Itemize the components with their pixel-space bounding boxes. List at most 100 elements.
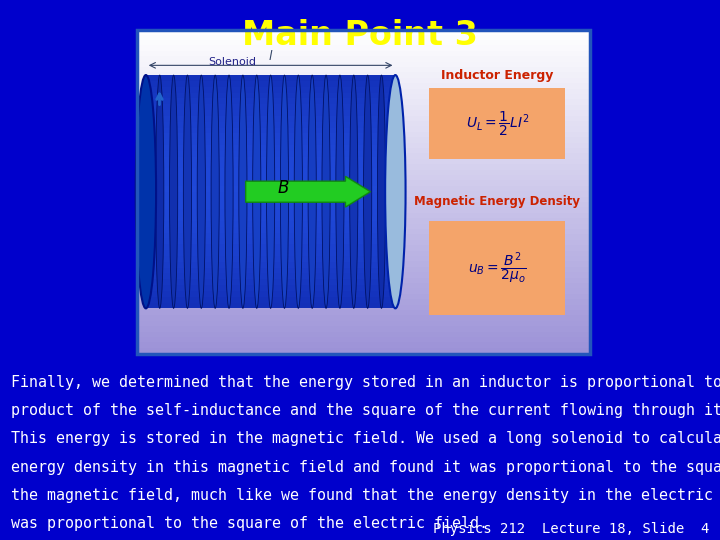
Text: $u_B = \dfrac{B^2}{2\mu_o}$: $u_B = \dfrac{B^2}{2\mu_o}$ [468, 250, 527, 286]
Bar [137, 218, 590, 224]
Bar [146, 174, 395, 180]
Bar [137, 213, 590, 219]
Bar [137, 175, 590, 181]
Bar [146, 291, 395, 296]
FancyBboxPatch shape [429, 88, 565, 159]
Bar [137, 305, 590, 310]
Ellipse shape [184, 75, 192, 308]
Bar [146, 80, 395, 87]
Bar [137, 288, 590, 294]
Bar [146, 249, 395, 256]
Bar [137, 40, 590, 46]
Bar [137, 251, 590, 256]
Ellipse shape [142, 75, 150, 308]
Ellipse shape [135, 75, 156, 308]
Bar [137, 137, 590, 143]
Text: This energy is stored in the magnetic field. We used a long solenoid to calculat: This energy is stored in the magnetic fi… [11, 431, 720, 447]
Bar [146, 285, 395, 291]
Bar [137, 191, 590, 197]
FancyBboxPatch shape [429, 221, 565, 315]
Bar [146, 179, 395, 186]
Ellipse shape [239, 75, 247, 308]
Bar [146, 238, 395, 244]
Bar [137, 72, 590, 78]
Text: $U_L = \dfrac{1}{2}LI^2$: $U_L = \dfrac{1}{2}LI^2$ [466, 110, 529, 138]
Ellipse shape [364, 75, 372, 308]
Bar [137, 89, 590, 94]
Bar [137, 62, 590, 68]
Bar [146, 255, 395, 262]
Bar [146, 168, 395, 174]
Bar [137, 348, 590, 354]
Bar [146, 145, 395, 151]
Ellipse shape [169, 75, 178, 308]
Text: the magnetic field, much like we found that the energy density in the electric f: the magnetic field, much like we found t… [11, 488, 720, 503]
Bar [146, 191, 395, 198]
Bar [137, 116, 590, 122]
Text: product of the self-inductance and the square of the current flowing through it.: product of the self-inductance and the s… [11, 403, 720, 418]
Bar [146, 302, 395, 308]
Bar [146, 214, 395, 221]
Text: Physics 212  Lecture 18, Slide  4: Physics 212 Lecture 18, Slide 4 [433, 522, 709, 536]
Bar [137, 278, 590, 284]
Bar [146, 127, 395, 133]
Bar [137, 105, 590, 111]
Bar [137, 283, 590, 289]
Bar [137, 299, 590, 305]
Bar [137, 29, 590, 35]
Bar [137, 83, 590, 89]
Text: $l$: $l$ [268, 49, 274, 63]
Ellipse shape [225, 75, 233, 308]
Bar [146, 116, 395, 122]
Bar [137, 321, 590, 327]
Text: Solenoid: Solenoid [208, 57, 256, 67]
Bar [146, 203, 395, 209]
Bar [137, 310, 590, 316]
Ellipse shape [385, 75, 405, 308]
Bar [146, 244, 395, 250]
Bar [146, 226, 395, 233]
Bar [137, 229, 590, 235]
Bar [137, 67, 590, 73]
Bar [137, 202, 590, 208]
Ellipse shape [322, 75, 330, 308]
Bar [137, 51, 590, 57]
Bar [137, 56, 590, 62]
Text: Main Point 3: Main Point 3 [242, 18, 478, 52]
Bar [146, 232, 395, 238]
Ellipse shape [280, 75, 289, 308]
Bar [137, 240, 590, 246]
Bar [146, 162, 395, 168]
Text: $B$: $B$ [277, 179, 289, 198]
Bar [137, 99, 590, 105]
Bar [146, 220, 395, 227]
Text: was proportional to the square of the electric field.: was proportional to the square of the el… [11, 516, 488, 531]
Text: Inductor Energy: Inductor Energy [441, 69, 554, 82]
Bar [146, 110, 395, 116]
Ellipse shape [211, 75, 220, 308]
Bar [137, 224, 590, 230]
Bar [146, 75, 395, 81]
Ellipse shape [266, 75, 275, 308]
Bar [137, 159, 590, 165]
Bar [137, 197, 590, 202]
Text: Finally, we determined that the energy stored in an inductor is proportional to : Finally, we determined that the energy s… [11, 375, 720, 390]
Bar [137, 272, 590, 278]
Bar [137, 180, 590, 186]
Bar [137, 94, 590, 100]
Bar [146, 98, 395, 104]
FancyArrow shape [246, 176, 370, 207]
Bar [137, 234, 590, 240]
Bar [137, 294, 590, 300]
Bar [137, 332, 590, 338]
Bar [137, 186, 590, 192]
Bar [137, 261, 590, 267]
Bar [146, 267, 395, 273]
Bar [146, 197, 395, 204]
Bar [146, 133, 395, 139]
Bar [137, 110, 590, 116]
Bar [146, 273, 395, 279]
Bar [137, 326, 590, 332]
Bar [146, 139, 395, 145]
Bar [137, 148, 590, 154]
